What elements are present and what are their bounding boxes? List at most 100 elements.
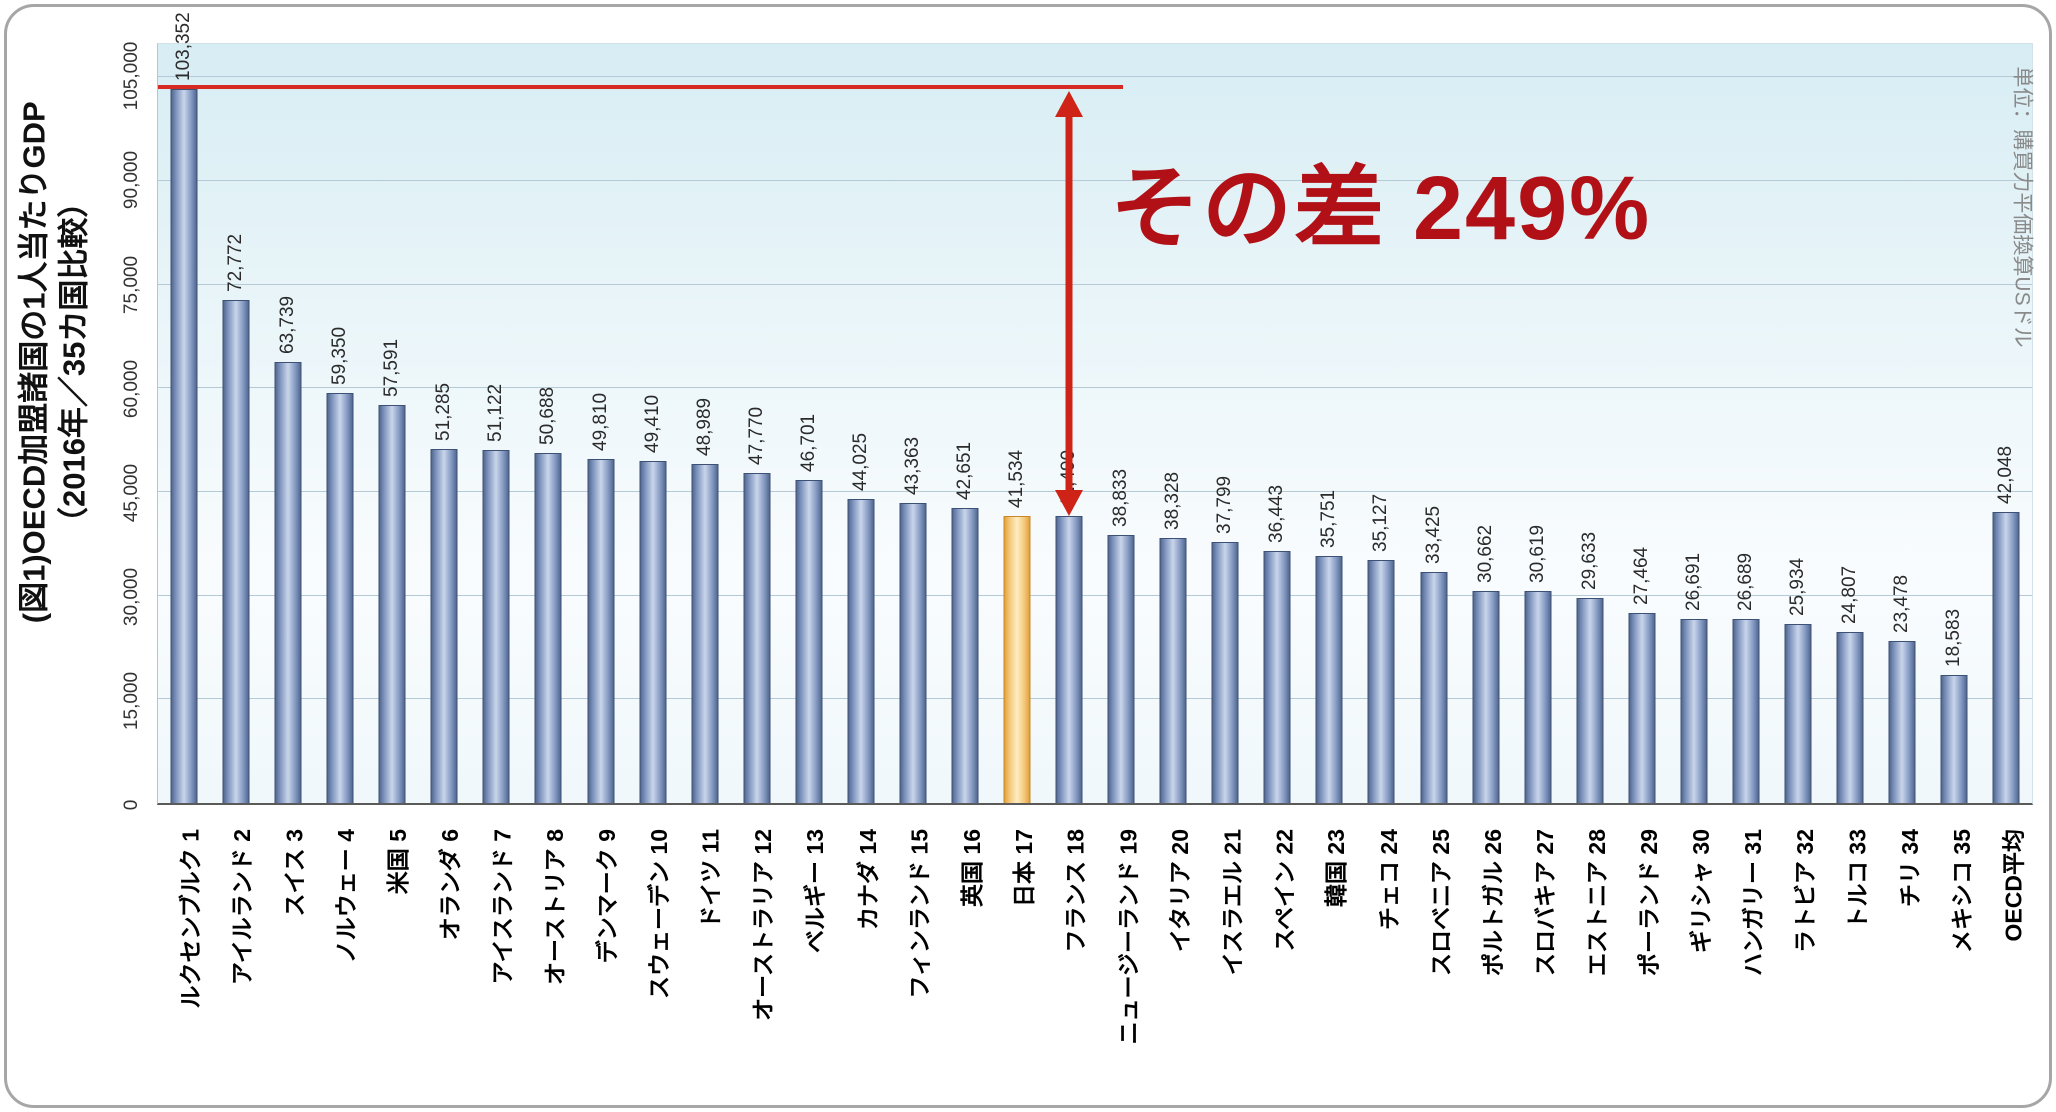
bar <box>587 458 615 803</box>
category-label: オランダ 6 <box>437 829 464 941</box>
bar-value-label: 35,127 <box>1370 494 1392 553</box>
category-label: 米国 5 <box>385 829 412 895</box>
bar-value-label: 29,633 <box>1578 532 1600 591</box>
x-label-cell: スペイン 22 <box>1251 821 1303 1101</box>
category-label: チェコ 24 <box>1375 829 1402 930</box>
gridline <box>158 76 2032 78</box>
x-label-cell: ギリシャ 30 <box>1668 821 1720 1101</box>
bar-column: 47,770 <box>731 44 783 803</box>
bar-value-label: 51,122 <box>485 383 507 442</box>
bar-value-label: 41,534 <box>1006 449 1028 508</box>
bar-value-label: 26,691 <box>1682 552 1704 611</box>
x-label-cell: 米国 5 <box>365 821 417 1101</box>
category-label: フランス 18 <box>1062 829 1089 953</box>
bar-column: 44,025 <box>835 44 887 803</box>
chart-title: (図1)OECD加盟諸国の1人当たりGDP （2016年／35カ国比較） <box>13 17 97 707</box>
bar <box>1420 571 1448 803</box>
x-label-cell: トルコ 33 <box>1825 821 1877 1101</box>
x-label-cell: 韓国 23 <box>1303 821 1355 1101</box>
bar-value-label: 72,772 <box>225 233 247 292</box>
bar-value-label: 48,989 <box>693 398 715 457</box>
bar <box>743 472 771 803</box>
category-label: 韓国 23 <box>1323 829 1350 907</box>
gridline <box>158 594 2032 596</box>
category-label: トルコ 33 <box>1844 829 1871 930</box>
bar-value-label: 30,662 <box>1474 524 1496 584</box>
category-label: ハンガリー 31 <box>1740 829 1767 976</box>
bar-value-label: 47,770 <box>745 406 767 465</box>
gridline <box>158 387 2032 389</box>
bar-column: 51,285 <box>418 44 470 803</box>
bar <box>1524 591 1552 803</box>
category-label: 日本 17 <box>1010 829 1037 907</box>
chart-frame: (図1)OECD加盟諸国の1人当たりGDP （2016年／35カ国比較） 単位：… <box>4 4 2052 1108</box>
bar-column: 33,425 <box>1408 44 1460 803</box>
x-label-cell: スロベニア 25 <box>1408 821 1460 1101</box>
category-label: デンマーク 9 <box>593 829 620 964</box>
bar-column: 48,989 <box>679 44 731 803</box>
gridline <box>158 179 2032 181</box>
category-label: イスラエル 21 <box>1219 829 1246 976</box>
bar-column: 49,410 <box>627 44 679 803</box>
unit-note-text: 単位：購買力平価換算USドル <box>2011 66 2035 348</box>
y-axis-tick-label: 75,000 <box>121 255 142 314</box>
category-label: エストニア 28 <box>1584 829 1611 976</box>
category-label: OECD平均 <box>2000 829 2027 942</box>
bar-value-label: 57,591 <box>381 338 403 397</box>
bar-value-label: 59,350 <box>329 326 351 385</box>
x-label-cell: ルクセンブルク 1 <box>157 821 209 1101</box>
bar-value-label: 49,810 <box>589 392 611 451</box>
gridlines-layer <box>158 44 2032 803</box>
category-label: スロバキア 27 <box>1531 829 1558 976</box>
bar-value-label: 46,701 <box>797 414 819 473</box>
bar-value-label: 41,490 <box>1058 450 1080 509</box>
bar-value-label: 37,799 <box>1214 475 1236 534</box>
x-label-cell: OECD平均 <box>1981 821 2033 1101</box>
bar-value-label: 38,833 <box>1110 468 1132 527</box>
bar <box>170 88 198 803</box>
bar-column: 43,363 <box>887 44 939 803</box>
bar-column: 26,691 <box>1668 44 1720 803</box>
bar-column: 57,591 <box>366 44 418 803</box>
bar-column: 49,810 <box>575 44 627 803</box>
bar <box>1784 623 1812 803</box>
x-axis-labels: ルクセンブルク 1 アイルランド 2 スイス 3 ノルウェー 4 米国 5 オランダ 6 ア… <box>157 821 2033 1101</box>
bar-column: 37,799 <box>1199 44 1251 803</box>
category-label: 英国 16 <box>958 829 985 907</box>
bar <box>1315 555 1343 803</box>
bar <box>534 452 562 803</box>
bar-column: 41,490 <box>1043 44 1095 803</box>
bar-column: 59,350 <box>314 44 366 803</box>
bar-column: 63,739 <box>262 44 314 803</box>
category-label: スウェーデン 10 <box>646 829 673 999</box>
x-label-cell: 英国 16 <box>939 821 991 1101</box>
bar-column: 38,328 <box>1147 44 1199 803</box>
bar-column: 103,352 <box>158 12 210 803</box>
category-label: イタリア 20 <box>1167 829 1194 953</box>
category-label: ポルトガル 26 <box>1479 829 1506 976</box>
category-label: アイスランド 7 <box>489 829 516 985</box>
bar-value-label: 35,751 <box>1318 489 1340 548</box>
unit-note: 単位：購買力平価換算USドル <box>2001 37 2047 377</box>
chart-title-line2: （2016年／35カ国比較） <box>57 186 92 538</box>
bar-value-label: 50,688 <box>537 386 559 445</box>
bar <box>1992 512 2020 803</box>
bar-column: 30,619 <box>1512 44 1564 803</box>
category-label: フィンランド 15 <box>906 829 933 999</box>
bar <box>1836 631 1864 803</box>
bar-column: 26,689 <box>1720 44 1772 803</box>
x-label-cell: エストニア 28 <box>1564 821 1616 1101</box>
bar <box>274 362 302 803</box>
x-label-cell: ラトビア 32 <box>1772 821 1824 1101</box>
bar-value-label: 43,363 <box>901 437 923 496</box>
bar-column: 36,443 <box>1251 44 1303 803</box>
bar <box>1680 618 1708 803</box>
plot-area: 103,352 72,772 63,739 59,350 57,591 51,285 51,… <box>157 12 2033 805</box>
category-label: ベルギー 13 <box>802 829 829 953</box>
bar-column: 42,048 <box>1980 44 2032 803</box>
y-axis-tick-label: 60,000 <box>121 359 142 418</box>
category-label: ギリシャ 30 <box>1688 829 1715 953</box>
category-label: ラトビア 32 <box>1792 829 1819 953</box>
x-label-cell: アイスランド 7 <box>470 821 522 1101</box>
x-label-cell: フィンランド 15 <box>887 821 939 1101</box>
